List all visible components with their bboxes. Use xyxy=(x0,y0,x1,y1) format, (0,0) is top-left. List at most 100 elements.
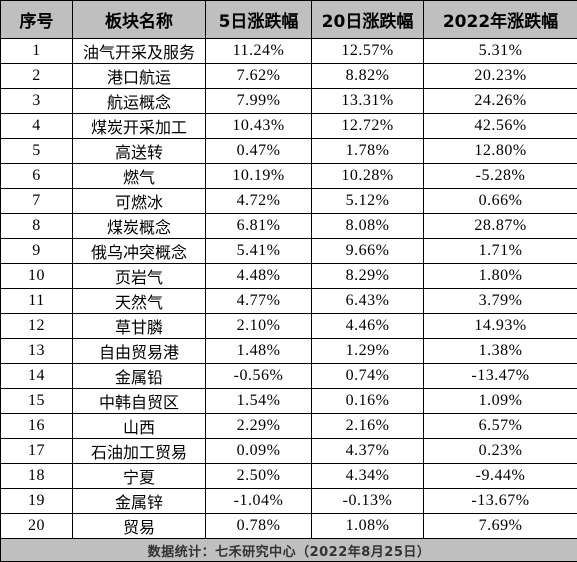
header-sector-name: 板块名称 xyxy=(72,0,206,39)
change-2022-cell: 24.26% xyxy=(423,88,577,114)
table-row: 16 山西 2.29% 2.16% 6.57% xyxy=(0,413,577,439)
change-20day-cell: 1.08% xyxy=(311,513,424,539)
change-20day-cell: 4.37% xyxy=(311,438,424,464)
table-row: 7 可燃冰 4.72% 5.12% 0.66% xyxy=(0,188,577,214)
sector-name-cell: 金属铅 xyxy=(72,363,206,389)
change-2022-cell: 12.80% xyxy=(423,138,577,164)
change-20day-cell: 9.66% xyxy=(311,238,424,264)
rank-cell: 3 xyxy=(0,88,73,114)
change-2022-cell: -5.28% xyxy=(423,163,577,189)
table-row: 18 宁夏 2.50% 4.34% -9.44% xyxy=(0,463,577,489)
sector-name-cell: 航运概念 xyxy=(72,88,206,114)
change-2022-cell: 3.79% xyxy=(423,288,577,314)
change-20day-cell: 4.46% xyxy=(311,313,424,339)
change-5day-cell: 0.78% xyxy=(205,513,312,539)
sector-name-cell: 煤炭概念 xyxy=(72,213,206,239)
change-5day-cell: -0.56% xyxy=(205,363,312,389)
change-2022-cell: -13.67% xyxy=(423,488,577,514)
sector-name-cell: 港口航运 xyxy=(72,63,206,89)
sector-name-cell: 页岩气 xyxy=(72,263,206,289)
change-5day-cell: 4.72% xyxy=(205,188,312,214)
rank-cell: 20 xyxy=(0,513,73,539)
rank-cell: 7 xyxy=(0,188,73,214)
rank-cell: 15 xyxy=(0,388,73,414)
change-20day-cell: -0.13% xyxy=(311,488,424,514)
rank-cell: 9 xyxy=(0,238,73,264)
change-2022-cell: 1.71% xyxy=(423,238,577,264)
header-20day-change: 20日涨跌幅 xyxy=(311,0,424,39)
change-5day-cell: 2.10% xyxy=(205,313,312,339)
rank-cell: 19 xyxy=(0,488,73,514)
header-row: 序号 板块名称 5日涨跌幅 20日涨跌幅 2022年涨跌幅 xyxy=(0,0,577,39)
table-row: 1 油气开采及服务 11.24% 12.57% 5.31% xyxy=(0,38,577,64)
table-row: 20 贸易 0.78% 1.08% 7.69% xyxy=(0,513,577,539)
table-row: 17 石油加工贸易 0.09% 4.37% 0.23% xyxy=(0,438,577,464)
change-2022-cell: 0.66% xyxy=(423,188,577,214)
header-5day-change: 5日涨跌幅 xyxy=(205,0,312,39)
sector-name-cell: 油气开采及服务 xyxy=(72,38,206,64)
table-row: 12 草甘膦 2.10% 4.46% 14.93% xyxy=(0,313,577,339)
change-2022-cell: -9.44% xyxy=(423,463,577,489)
change-2022-cell: 6.57% xyxy=(423,413,577,439)
sector-name-cell: 石油加工贸易 xyxy=(72,438,206,464)
change-20day-cell: 8.29% xyxy=(311,263,424,289)
rank-cell: 5 xyxy=(0,138,73,164)
header-2022-change: 2022年涨跌幅 xyxy=(423,0,577,39)
rank-cell: 2 xyxy=(0,63,73,89)
change-2022-cell: 1.38% xyxy=(423,338,577,364)
change-5day-cell: 4.48% xyxy=(205,263,312,289)
sector-name-cell: 宁夏 xyxy=(72,463,206,489)
table-row: 19 金属锌 -1.04% -0.13% -13.67% xyxy=(0,488,577,514)
table-row: 11 天然气 4.77% 6.43% 3.79% xyxy=(0,288,577,314)
rank-cell: 1 xyxy=(0,38,73,64)
sector-name-cell: 草甘膦 xyxy=(72,313,206,339)
rank-cell: 17 xyxy=(0,438,73,464)
table-body: 1 油气开采及服务 11.24% 12.57% 5.31% 2 港口航运 7.62% 8.82%… xyxy=(0,38,577,539)
change-2022-cell: 28.87% xyxy=(423,213,577,239)
data-source-note: 数据统计：七禾研究中心（2022年8月25日） xyxy=(0,538,577,562)
change-2022-cell: 14.93% xyxy=(423,313,577,339)
change-2022-cell: 5.31% xyxy=(423,38,577,64)
sector-name-cell: 煤炭开采加工 xyxy=(72,113,206,139)
rank-cell: 4 xyxy=(0,113,73,139)
table-row: 6 燃气 10.19% 10.28% -5.28% xyxy=(0,163,577,189)
change-5day-cell: 10.43% xyxy=(205,113,312,139)
table-row: 15 中韩自贸区 1.54% 0.16% 1.09% xyxy=(0,388,577,414)
table-row: 10 页岩气 4.48% 8.29% 1.80% xyxy=(0,263,577,289)
change-20day-cell: 10.28% xyxy=(311,163,424,189)
sector-name-cell: 燃气 xyxy=(72,163,206,189)
header-rank: 序号 xyxy=(0,0,73,39)
change-20day-cell: 8.82% xyxy=(311,63,424,89)
rank-cell: 6 xyxy=(0,163,73,189)
rank-cell: 11 xyxy=(0,288,73,314)
change-5day-cell: 1.54% xyxy=(205,388,312,414)
table-row: 14 金属铅 -0.56% 0.74% -13.47% xyxy=(0,363,577,389)
rank-cell: 18 xyxy=(0,463,73,489)
rank-cell: 10 xyxy=(0,263,73,289)
change-2022-cell: 42.56% xyxy=(423,113,577,139)
change-5day-cell: 5.41% xyxy=(205,238,312,264)
change-20day-cell: 1.29% xyxy=(311,338,424,364)
change-20day-cell: 12.72% xyxy=(311,113,424,139)
change-2022-cell: 7.69% xyxy=(423,513,577,539)
change-20day-cell: 1.78% xyxy=(311,138,424,164)
change-20day-cell: 5.12% xyxy=(311,188,424,214)
change-5day-cell: 7.99% xyxy=(205,88,312,114)
change-2022-cell: 20.23% xyxy=(423,63,577,89)
table-row: 3 航运概念 7.99% 13.31% 24.26% xyxy=(0,88,577,114)
sector-name-cell: 山西 xyxy=(72,413,206,439)
change-5day-cell: 2.50% xyxy=(205,463,312,489)
table-row: 8 煤炭概念 6.81% 8.08% 28.87% xyxy=(0,213,577,239)
change-2022-cell: 1.09% xyxy=(423,388,577,414)
change-5day-cell: 4.77% xyxy=(205,288,312,314)
sector-name-cell: 自由贸易港 xyxy=(72,338,206,364)
change-5day-cell: 7.62% xyxy=(205,63,312,89)
change-5day-cell: 6.81% xyxy=(205,213,312,239)
footer-row: 数据统计：七禾研究中心（2022年8月25日） xyxy=(0,538,577,562)
table-row: 4 煤炭开采加工 10.43% 12.72% 42.56% xyxy=(0,113,577,139)
table-row: 5 高送转 0.47% 1.78% 12.80% xyxy=(0,138,577,164)
sector-name-cell: 可燃冰 xyxy=(72,188,206,214)
table-row: 2 港口航运 7.62% 8.82% 20.23% xyxy=(0,63,577,89)
sector-name-cell: 天然气 xyxy=(72,288,206,314)
change-20day-cell: 0.74% xyxy=(311,363,424,389)
